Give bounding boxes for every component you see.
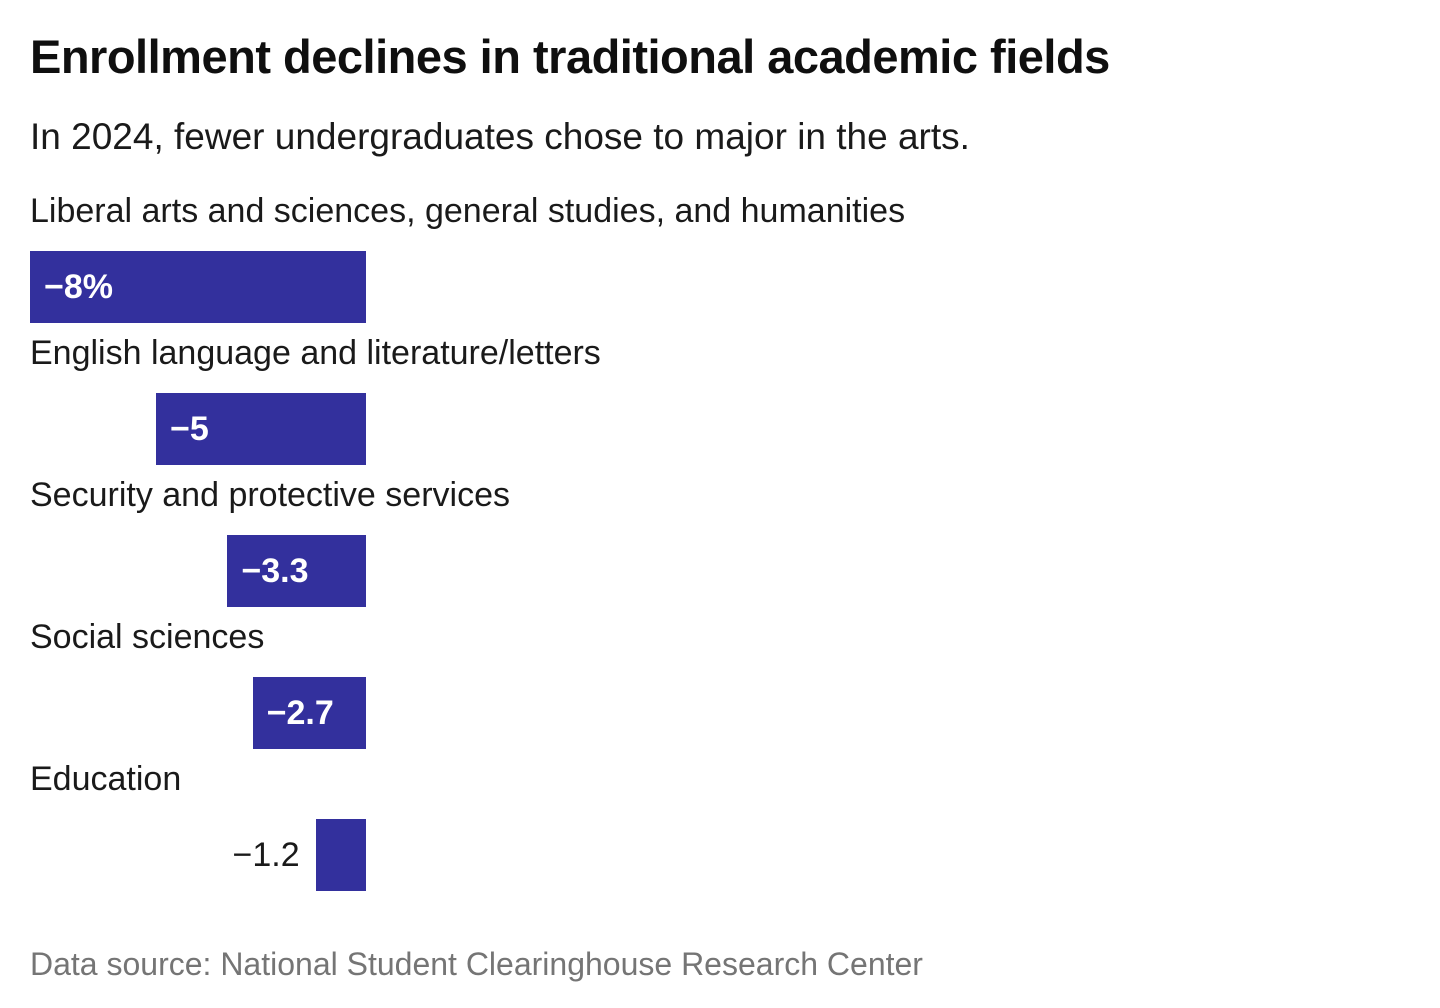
bar-value-label-outside: −1.2 <box>232 835 300 874</box>
bar-value-label: −3.3 <box>241 551 309 590</box>
category-label: Liberal arts and sciences, general studi… <box>30 192 906 230</box>
bar-row: Liberal arts and sciences, general studi… <box>30 188 1410 323</box>
bar-row: Education −1.2 <box>30 756 1410 891</box>
category-label: Security and protective services <box>30 476 510 514</box>
bar-track: −3.3 <box>30 535 366 607</box>
category-label: Social sciences <box>30 618 265 656</box>
bar: −8% <box>30 251 366 323</box>
bar-row: English language and literature/letters … <box>30 330 1410 465</box>
bar-track: −1.2 <box>30 819 366 891</box>
bar-value-label: −2.7 <box>266 693 334 732</box>
bar <box>315 819 366 891</box>
category-label: English language and literature/letters <box>30 334 601 372</box>
bar-value-label: −5 <box>170 409 209 448</box>
bar: −5 <box>156 393 366 465</box>
bar-value-label: −8% <box>44 267 113 306</box>
bar-row: Security and protective services −3.3 <box>30 472 1410 607</box>
bar-track: −5 <box>30 393 366 465</box>
data-source: Data source: National Student Clearingho… <box>30 946 923 982</box>
chart-subtitle: In 2024, fewer undergraduates chose to m… <box>30 116 970 157</box>
bar-chart: Liberal arts and sciences, general studi… <box>30 188 1410 891</box>
bar-row: Social sciences −2.7 <box>30 614 1410 749</box>
bar: −2.7 <box>252 677 366 749</box>
chart-title: Enrollment declines in traditional acade… <box>30 30 1110 83</box>
category-label: Education <box>30 760 182 798</box>
bar: −3.3 <box>227 535 366 607</box>
bar-track: −8% <box>30 251 366 323</box>
bar-track: −2.7 <box>30 677 366 749</box>
